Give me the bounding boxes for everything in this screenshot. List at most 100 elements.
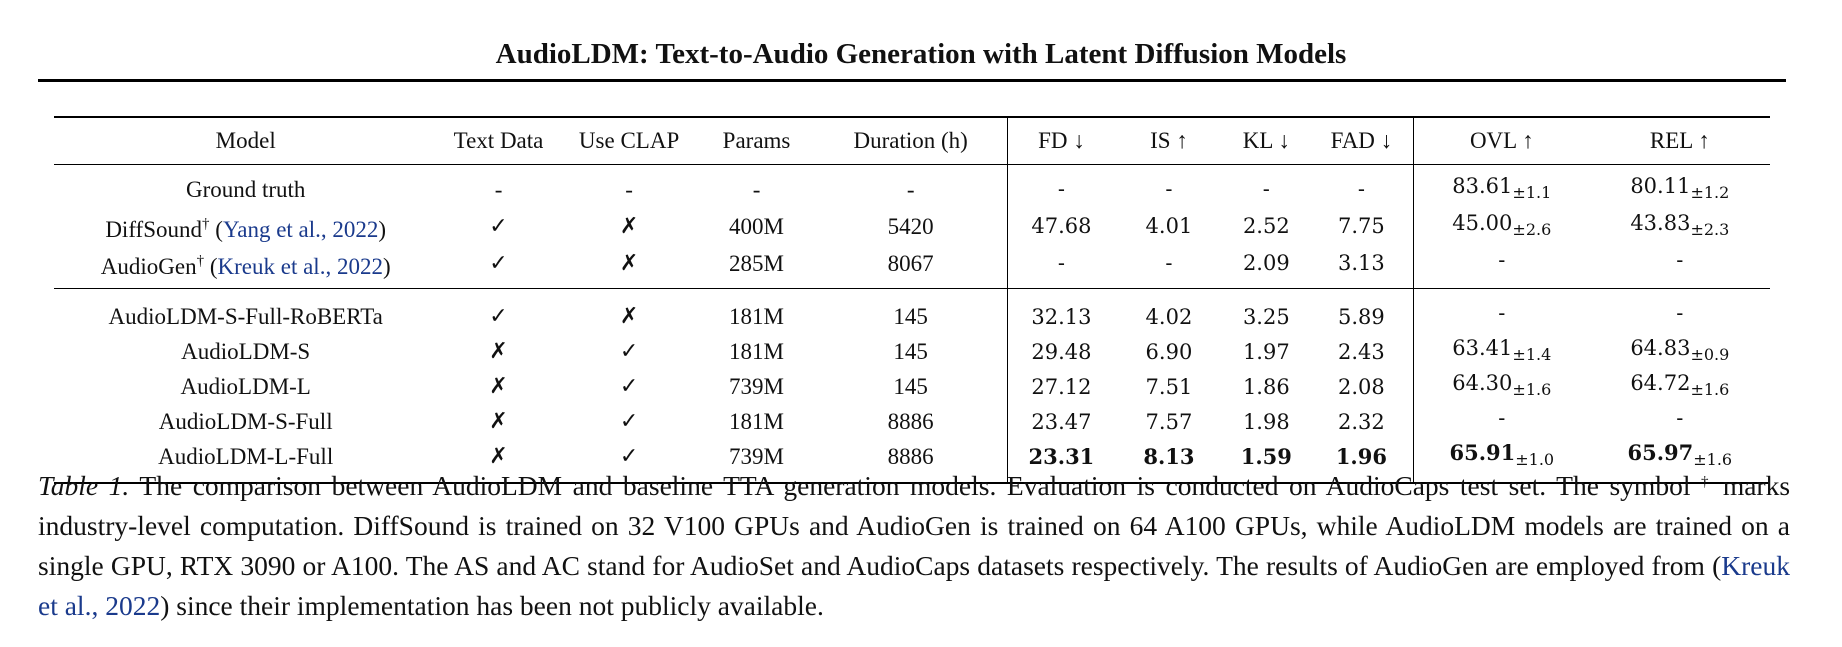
cell-model: AudioLDM-S-Full-RoBERTa xyxy=(108,303,383,329)
cell-params: - xyxy=(752,177,761,202)
rel-std: ±1.6 xyxy=(1690,380,1730,399)
cell-fad: 7.75 xyxy=(1338,214,1385,238)
cell-rel: - xyxy=(1590,404,1770,439)
cell-ovl: - xyxy=(1412,245,1590,289)
cell-fad: 2.43 xyxy=(1338,339,1385,364)
ovl-std: ±2.6 xyxy=(1512,220,1552,239)
cell-kl: - xyxy=(1262,177,1270,201)
cell-use-clap: ✗ xyxy=(619,303,639,329)
rel-value: - xyxy=(1676,248,1684,272)
cell-use-clap: ✓ xyxy=(619,408,639,434)
model-name: DiffSound xyxy=(105,216,203,242)
citation-link[interactable]: Yang et al., 2022 xyxy=(222,216,379,242)
rel-value: 65.97 xyxy=(1627,440,1694,465)
cell-rel: 64.72±1.6 xyxy=(1590,369,1770,404)
col-header-fad: FAD ↓ xyxy=(1309,117,1414,165)
cell-duration: 145 xyxy=(893,338,928,364)
cell-fd: - xyxy=(1006,164,1116,208)
cell-text-data: ✗ xyxy=(489,408,508,434)
results-table-container: Model Text Data Use CLAP Params Duration… xyxy=(54,116,1770,484)
cell-is: - xyxy=(1115,245,1223,289)
cell-duration: 8886 xyxy=(887,443,934,469)
cell-kl: 1.59 xyxy=(1240,443,1292,469)
cell-is: 4.01 xyxy=(1145,214,1193,238)
caption-citation-link[interactable]: Kreuk et al., 2022 xyxy=(38,550,1790,621)
cell-params: 739M xyxy=(729,373,784,399)
cell-model: AudioGen† (Kreuk et al., 2022) xyxy=(54,245,438,289)
cell-params: 400M xyxy=(729,214,784,239)
rel-value: 80.11 xyxy=(1630,174,1691,198)
cell-fad: 5.89 xyxy=(1338,304,1385,329)
cell-fd: 23.31 xyxy=(1006,439,1116,483)
cell-use-clap: - xyxy=(625,177,633,202)
cell-duration: 8067 xyxy=(814,245,1008,289)
table-header: Model Text Data Use CLAP Params Duration… xyxy=(54,117,1770,165)
col-header-ovl: OVL ↑ xyxy=(1412,117,1590,165)
cell-use-clap: ✗ xyxy=(559,245,699,289)
ovl-std: ±1.1 xyxy=(1512,183,1552,202)
caption-dagger: † xyxy=(1701,474,1713,490)
cell-is: 7.57 xyxy=(1145,409,1193,434)
results-table: Model Text Data Use CLAP Params Duration… xyxy=(54,116,1770,484)
cell-kl: 1.86 xyxy=(1242,374,1290,399)
cell-ovl: 64.30±1.6 xyxy=(1412,369,1590,404)
cell-duration: 145 xyxy=(893,303,928,329)
rel-value: 43.83 xyxy=(1630,211,1691,235)
cell-fd: 23.47 xyxy=(1006,404,1116,439)
cell-params: 181M xyxy=(729,408,784,434)
table-row-audioldm-l-full: AudioLDM-L-Full ✗ ✓ 739M 8886 23.31 8.13… xyxy=(54,439,1770,483)
col-header-text-data: Text Data xyxy=(437,117,560,165)
cell-fad: 2.32 xyxy=(1338,409,1385,434)
cell-rel: 80.11±1.2 xyxy=(1590,165,1770,209)
cell-use-clap: ✓ xyxy=(619,373,639,399)
table-caption: Table 1. The comparison between AudioLDM… xyxy=(38,462,1790,626)
cell-text-data: ✓ xyxy=(489,303,508,329)
table-row-audioldm-s: AudioLDM-S ✗ ✓ 181M 145 29.48 6.90 1.97 … xyxy=(54,334,1770,369)
ovl-std: ±1.6 xyxy=(1512,380,1552,399)
ovl-value: - xyxy=(1498,248,1506,272)
cell-kl: 2.52 xyxy=(1242,214,1290,238)
ovl-value: - xyxy=(1498,301,1506,325)
rel-value: - xyxy=(1676,406,1684,430)
ovl-value: 45.00 xyxy=(1452,211,1513,235)
ovl-value: 65.91 xyxy=(1449,440,1516,465)
cell-rel: 43.83±2.3 xyxy=(1590,208,1770,245)
cell-params: 739M xyxy=(729,443,784,469)
table-row-audioldm-s-full: AudioLDM-S-Full ✗ ✓ 181M 8886 23.47 7.57… xyxy=(54,404,1770,439)
cell-is: - xyxy=(1165,177,1173,201)
header-row: Model Text Data Use CLAP Params Duration… xyxy=(54,117,1770,165)
cell-fad: 1.96 xyxy=(1335,443,1387,469)
table-row-ground-truth: Ground truth - - - - - - - - 83.61±1.1 8… xyxy=(54,164,1770,209)
cell-fad: 2.08 xyxy=(1338,374,1385,399)
cell-text-data: ✓ xyxy=(489,214,508,239)
cell-model: AudioLDM-L xyxy=(180,373,311,399)
ovl-std: ±1.4 xyxy=(1512,345,1552,364)
cell-fd: 27.12 xyxy=(1006,369,1116,404)
cell-fd: - xyxy=(1006,245,1116,289)
rel-std: ±1.2 xyxy=(1690,183,1730,202)
baseline-rows: Ground truth - - - - - - - - 83.61±1.1 8… xyxy=(54,164,1770,289)
ovl-std: ±1.0 xyxy=(1515,450,1555,469)
cell-params: 181M xyxy=(729,303,784,329)
cell-duration: 8886 xyxy=(887,408,934,434)
caption-cite-year: 2022 xyxy=(105,590,161,621)
cell-text-data: - xyxy=(494,177,503,202)
cell-rel: 64.83±0.9 xyxy=(1590,334,1770,369)
cell-text-data: ✗ xyxy=(489,373,508,399)
dagger-mark: † xyxy=(196,252,205,269)
running-title: AudioLDM: Text-to-Audio Generation with … xyxy=(495,38,1347,70)
ovl-value: 83.61 xyxy=(1452,174,1513,198)
ovl-value: - xyxy=(1498,406,1506,430)
ovl-value: 64.30 xyxy=(1452,371,1513,395)
citation-link[interactable]: Kreuk et al., 2022 xyxy=(217,253,383,279)
col-header-rel: REL ↑ xyxy=(1589,117,1770,165)
cell-ovl: 63.41±1.4 xyxy=(1412,334,1590,369)
header-rule xyxy=(38,79,1786,82)
rel-value: - xyxy=(1676,301,1684,325)
col-header-duration: Duration (h) xyxy=(814,117,1008,165)
cell-ovl: 83.61±1.1 xyxy=(1412,164,1590,208)
cell-text-data: ✗ xyxy=(489,443,508,469)
cell-text-data: ✗ xyxy=(489,338,508,364)
caption-text-2: marks industry-level computation. DiffSo… xyxy=(38,470,1791,581)
dagger-mark: † xyxy=(202,215,210,232)
